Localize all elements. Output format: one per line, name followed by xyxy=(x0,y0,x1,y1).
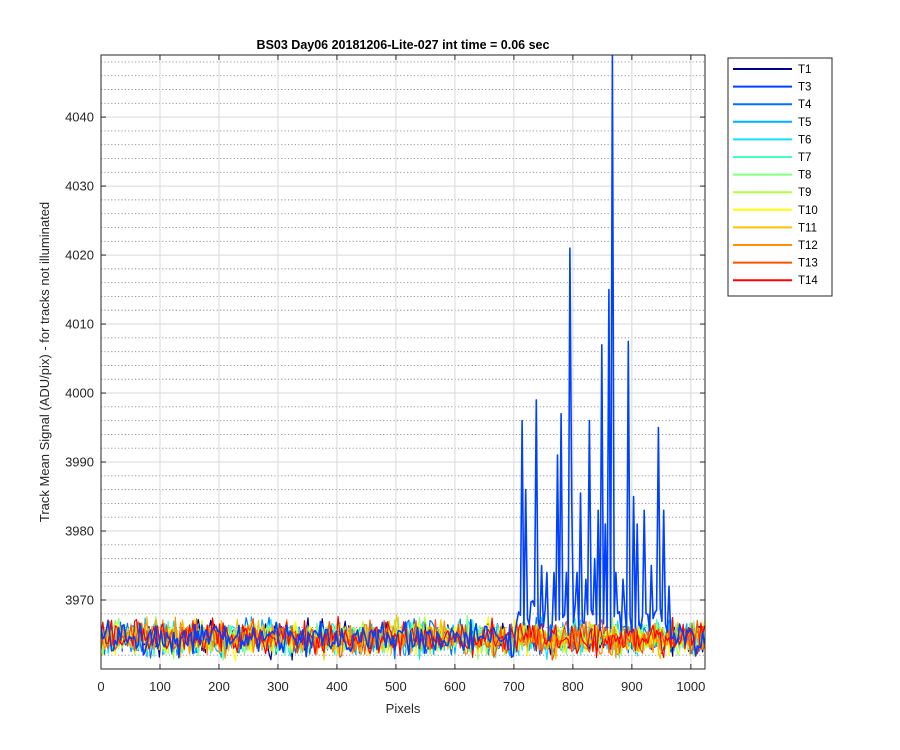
x-tick-label: 200 xyxy=(208,679,230,694)
y-tick-label: 3990 xyxy=(65,455,94,470)
x-tick-label: 900 xyxy=(621,679,643,694)
x-tick-label: 300 xyxy=(267,679,289,694)
x-tick-label: 400 xyxy=(326,679,348,694)
x-tick-label: 600 xyxy=(444,679,466,694)
y-tick-label: 4020 xyxy=(65,248,94,263)
y-tick-label: 4010 xyxy=(65,317,94,332)
y-tick-label: 4030 xyxy=(65,179,94,194)
legend-label: T9 xyxy=(798,187,811,199)
legend-label: T14 xyxy=(798,275,818,287)
chart-title: BS03 Day06 20181206-Lite-027 int time = … xyxy=(257,38,550,52)
legend-label: T4 xyxy=(798,99,812,111)
legend-label: T6 xyxy=(798,134,811,146)
y-tick-label: 3980 xyxy=(65,524,94,539)
x-tick-label: 1000 xyxy=(676,679,705,694)
x-tick-label: 800 xyxy=(562,679,584,694)
x-tick-label: 0 xyxy=(97,679,104,694)
x-tick-label: 500 xyxy=(385,679,407,694)
y-axis: 3970 3980 3990 4000 4010 4020 4030 4040 xyxy=(65,110,705,608)
y-tick-label: 4000 xyxy=(65,386,94,401)
legend-label: T13 xyxy=(798,258,818,270)
series-line-T3 xyxy=(101,55,705,659)
y-tick-label: 4040 xyxy=(65,110,94,125)
x-tick-label: 700 xyxy=(503,679,525,694)
legend-label: T8 xyxy=(798,170,811,182)
y-axis-label: Track Mean Signal (ADU/pix) - for tracks… xyxy=(37,202,52,522)
x-axis-label: Pixels xyxy=(386,701,421,716)
legend-label: T1 xyxy=(798,64,811,76)
legend-label: T3 xyxy=(798,82,811,94)
legend: T1 T3 T4 T5 T6 T7 T8 T9 T10 T11 T12 T13 T14 xyxy=(727,57,833,297)
x-axis: 0 100 200 300 400 500 600 700 800 900 1000 xyxy=(97,55,705,694)
y-tick-label: 3970 xyxy=(65,593,94,608)
legend-label: T5 xyxy=(798,117,811,129)
legend-label: T12 xyxy=(798,240,818,252)
legend-label: T11 xyxy=(798,222,817,234)
legend-label: T10 xyxy=(798,205,818,217)
legend-label: T7 xyxy=(798,152,811,164)
series-line-T14 xyxy=(101,615,705,659)
series-layer xyxy=(101,55,705,662)
plot-frame xyxy=(100,54,706,670)
x-tick-label: 100 xyxy=(149,679,171,694)
legend-box xyxy=(727,57,833,297)
major-grid xyxy=(101,55,705,669)
